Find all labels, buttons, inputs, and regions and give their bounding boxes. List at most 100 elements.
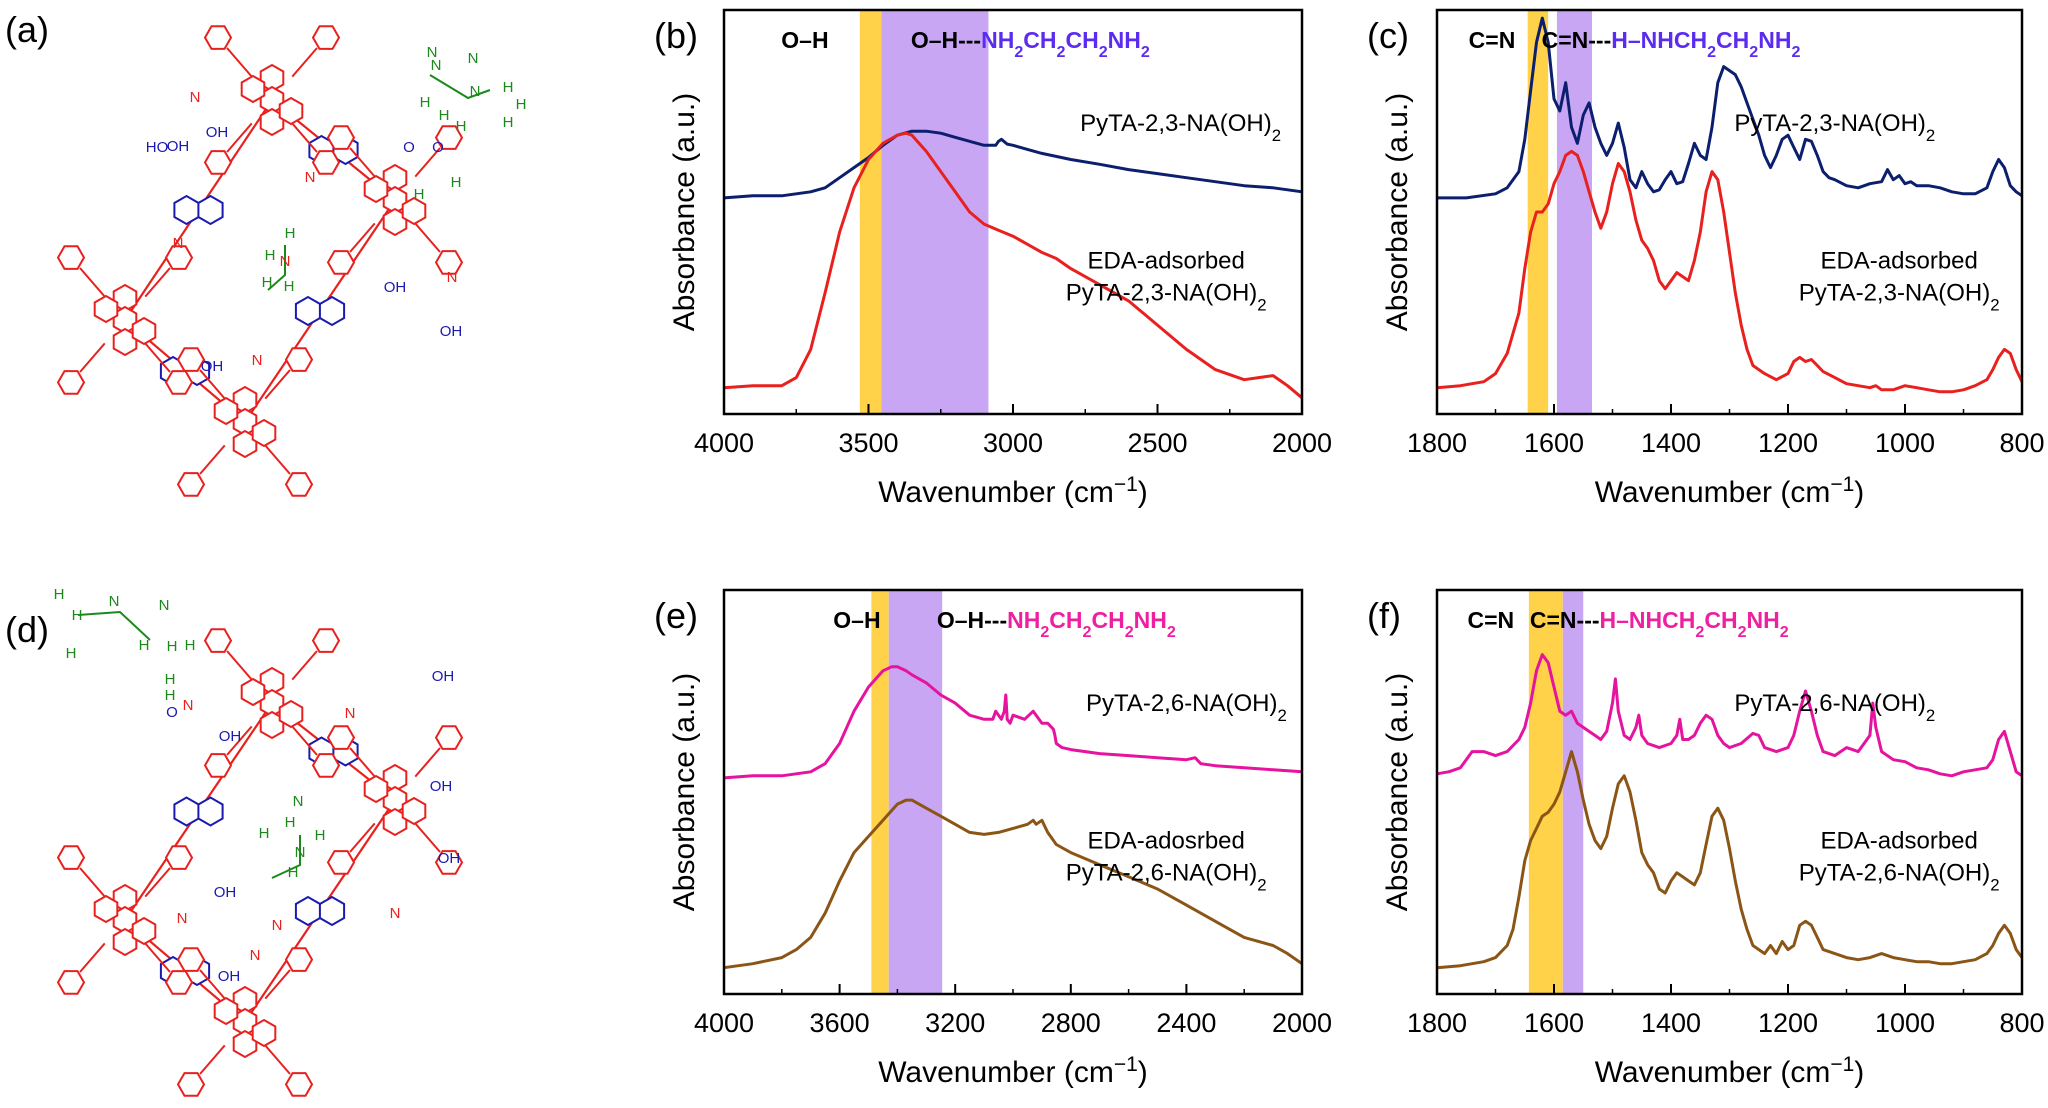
pyrene-node	[56, 245, 194, 395]
pyrene-ring	[278, 96, 304, 126]
series-label: EDA-adsorbed	[1820, 828, 1977, 855]
pyrene-ring	[251, 418, 277, 448]
phenyl-bond	[226, 122, 253, 153]
x-tick-label: 1800	[1407, 428, 1467, 458]
y-axis-title: Absorbance (a.u.)	[668, 93, 701, 331]
series-line-pristine	[1436, 653, 2023, 778]
pyrene-ring	[363, 774, 389, 804]
pyrene-ring	[401, 796, 427, 826]
band-yellow	[1528, 590, 1563, 994]
atom-label: OH	[201, 358, 224, 375]
chart-e: (e) PyTA-2,6-NA(OH)2 EDA-adosrbed PyTA-2,6-…	[654, 588, 1332, 1090]
structure-unit-name: PyTA	[10, 1098, 13, 1101]
band-label: O–H---NH2CH2CH2NH2	[937, 607, 1176, 641]
x-tick-label: 2500	[1127, 428, 1187, 458]
x-tick-label: 800	[1999, 428, 2044, 458]
pyrene-ring	[401, 196, 427, 226]
atom-label: H	[165, 687, 176, 704]
x-tick-label: 1200	[1758, 1008, 1818, 1038]
atom-label: N	[295, 844, 306, 861]
x-tick-label: 3000	[983, 428, 1043, 458]
phenyl-ring	[311, 628, 341, 653]
chart-c: (c) PyTA-2,3-NA(OH)2 EDA-adsorbed PyTA-2,3-…	[1367, 8, 2045, 509]
phenyl-bond	[414, 222, 441, 253]
pyrene-ring	[131, 916, 157, 946]
series-line-eda	[1436, 149, 2024, 394]
phenyl-ring	[164, 845, 194, 870]
atom-label: N	[427, 44, 438, 61]
phenyl-ring	[311, 25, 341, 50]
pyrene-ring	[213, 396, 239, 426]
structure-unit-name: PyTA	[10, 558, 13, 561]
panel-label-b: (b)	[654, 15, 698, 56]
naphthalene-ring	[294, 295, 322, 327]
phenyl-bond	[349, 822, 376, 853]
atom-label: H	[262, 274, 273, 291]
phenyl-bond	[199, 369, 226, 400]
phenyl-bond	[79, 867, 106, 898]
panel-label-d: (d)	[5, 609, 49, 650]
phenyl-ring	[56, 845, 86, 870]
naphthalene-ring	[173, 796, 200, 827]
phenyl-ring	[326, 725, 356, 750]
phenyl-ring	[164, 970, 194, 995]
eda-chain	[429, 74, 491, 100]
phenyl-bond	[291, 47, 318, 78]
phenyl-ring	[326, 125, 356, 150]
phenyl-bond	[414, 147, 441, 178]
phenyl-ring	[434, 725, 464, 750]
x-axis-title: Wavenumber (cm−1)	[878, 1053, 1148, 1090]
pyrene-ring	[93, 294, 119, 324]
phenyl-bond	[79, 342, 106, 373]
atom-label: N	[470, 83, 481, 100]
atom-label: H	[414, 186, 425, 203]
eda-chain	[271, 835, 301, 879]
series-label: EDA-adosrbed	[1087, 828, 1244, 855]
atom-label: N	[250, 947, 261, 964]
atom-label: N	[272, 917, 283, 934]
panel-label-e: (e)	[654, 595, 698, 636]
x-tick-label: 800	[1999, 1008, 2044, 1038]
phenyl-bond	[199, 444, 226, 475]
atom-label: H	[185, 637, 196, 654]
pyrene-ring	[251, 1018, 277, 1048]
pyrene-ring	[240, 677, 266, 707]
pyrene-node	[326, 725, 464, 875]
series-label: EDA-adsorbed	[1820, 248, 1977, 275]
band-label: C=N	[1467, 607, 1514, 633]
phenyl-bond	[264, 969, 291, 1000]
atom-label: H	[259, 825, 270, 842]
phenyl-ring	[326, 250, 356, 275]
x-tick-label: 1400	[1641, 1008, 1701, 1038]
atom-label: H	[516, 96, 527, 113]
atom-label: N	[305, 169, 316, 186]
x-tick-label: 3600	[810, 1008, 870, 1038]
pyrene-node	[203, 25, 341, 175]
x-tick-label: 4000	[694, 1008, 754, 1038]
eda-chain	[267, 245, 286, 291]
atom-label: N	[280, 253, 291, 270]
atom-label: N	[159, 597, 170, 614]
atom-label: H	[139, 637, 150, 654]
x-tick-label: 2800	[1041, 1008, 1101, 1038]
panel-label-a: (a)	[5, 9, 49, 50]
series-label: PyTA-2,6-NA(OH)2	[1734, 690, 1935, 725]
x-tick-label: 3500	[838, 428, 898, 458]
phenyl-ring	[56, 970, 86, 995]
atom-label: O	[166, 704, 178, 721]
phenyl-ring	[434, 250, 464, 275]
phenyl-bond	[291, 650, 318, 681]
phenyl-ring	[434, 125, 464, 150]
atom-label: H	[284, 278, 295, 295]
atom-label: H	[503, 79, 514, 96]
phenyl-bond	[264, 1044, 291, 1075]
atom-label: N	[173, 235, 184, 252]
phenyl-bond	[226, 650, 253, 681]
x-tick-label: 2000	[1272, 428, 1332, 458]
atom-label: H	[315, 827, 326, 844]
phenyl-ring	[284, 347, 314, 372]
phenyl-bond	[144, 867, 171, 898]
pyrene-ring	[240, 74, 266, 104]
